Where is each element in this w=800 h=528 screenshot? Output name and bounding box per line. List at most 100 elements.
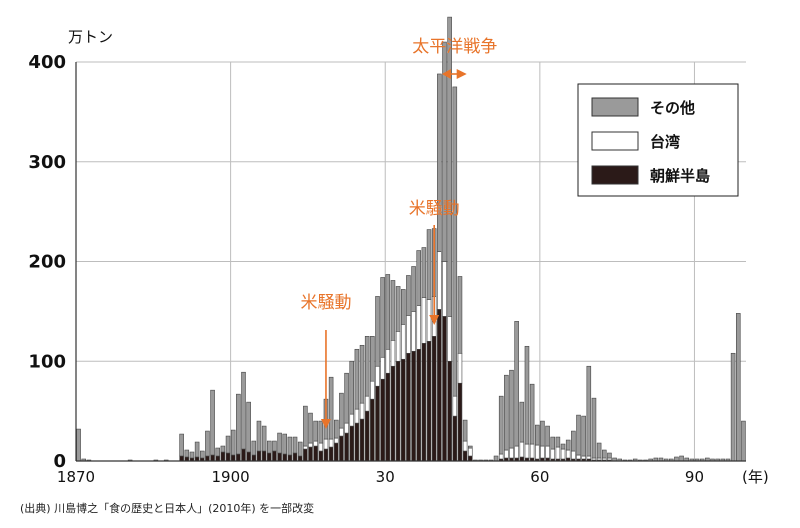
bar-other-1920 [333, 419, 339, 439]
bar-other-1946 [467, 445, 473, 449]
bar-other-1997 [730, 352, 736, 462]
bar-other-1925 [359, 344, 365, 404]
bar-other-1973 [607, 452, 612, 459]
bar-korea-1928 [375, 385, 380, 462]
bar-other-1960 [540, 420, 545, 447]
bar-other-1954 [509, 369, 514, 449]
legend-swatch-taiwan [591, 131, 639, 151]
bar-other-1962 [550, 436, 556, 450]
bar-other-1971 [596, 442, 602, 459]
bar-korea-1910 [282, 453, 288, 462]
bar-taiwan-1920 [333, 437, 339, 444]
bar-korea-1899 [225, 452, 231, 462]
bar-korea-1895 [205, 455, 210, 462]
bar-korea-1916 [313, 445, 318, 462]
bar-taiwan-1942 [447, 316, 452, 362]
bar-korea-1901 [236, 453, 241, 462]
bar-other-1972 [601, 449, 607, 459]
bar-taiwan-1923 [349, 413, 355, 427]
bar-other-1944 [457, 276, 463, 354]
bar-taiwan-1963 [555, 446, 561, 460]
bar-taiwan-1933 [400, 324, 406, 360]
bar-other-1941 [442, 41, 447, 262]
bar-korea-1890 [179, 455, 184, 462]
bar-taiwan-1960 [540, 445, 545, 459]
bar-korea-1937 [421, 342, 427, 462]
y-tick-label: 400 [28, 52, 66, 73]
bar-other-1898 [220, 445, 226, 453]
bar-korea-1930 [385, 372, 391, 462]
y-tick-label: 200 [28, 252, 66, 273]
bar-taiwan-1925 [359, 402, 365, 420]
bar-korea-1911 [287, 454, 293, 462]
bar-korea-1900 [230, 454, 236, 462]
bar-korea-1924 [354, 422, 360, 462]
bar-other-1965 [565, 439, 571, 451]
bar-taiwan-1944 [457, 352, 463, 384]
bar-other-1923 [349, 360, 355, 415]
bar-taiwan-1918 [323, 438, 329, 450]
bar-korea-1934 [406, 352, 411, 462]
bar-other-1952 [498, 395, 504, 455]
x-tick-label: 30 [376, 468, 395, 486]
gridlines [76, 61, 746, 461]
bar-other-1970 [591, 397, 597, 459]
bar-taiwan-1915 [308, 442, 313, 448]
bar-korea-1925 [359, 418, 365, 462]
bar-other-1957 [524, 345, 530, 445]
bar-other-1998 [735, 313, 741, 462]
bar-other-1930 [385, 274, 391, 350]
bar-korea-1913 [297, 455, 303, 462]
bar-other-1937 [421, 247, 427, 298]
bar-other-1934 [406, 275, 411, 316]
bar-other-1905 [256, 420, 262, 452]
bar-korea-1929 [380, 378, 385, 462]
bar-other-1964 [560, 443, 566, 450]
bar-korea-1906 [261, 450, 267, 462]
bar-other-1999 [741, 420, 746, 462]
legend-swatch-korea [591, 165, 639, 185]
bar-other-1927 [370, 336, 375, 382]
bar-other-1910 [282, 433, 288, 455]
bar-other-1916 [313, 420, 318, 442]
x-tick-label: 1870 [57, 468, 95, 486]
bar-taiwan-1916 [313, 440, 318, 447]
bar-other-1942 [447, 16, 452, 317]
bar-taiwan-1966 [571, 450, 576, 460]
bar-other-1951 [493, 455, 499, 462]
bar-other-1955 [514, 321, 519, 447]
bar-other-1909 [277, 432, 282, 454]
y-tick-label: 0 [53, 451, 66, 472]
x-tick-label: 1900 [212, 468, 250, 486]
y-tick-label: 300 [28, 152, 66, 173]
bar-other-1987 [679, 455, 684, 462]
legend-label-korea: 朝鮮半島 [650, 167, 710, 185]
bar-korea-1926 [364, 410, 370, 462]
bar-other-1966 [571, 430, 576, 452]
bar-taiwan-1967 [576, 454, 581, 460]
bar-taiwan-1930 [385, 348, 391, 374]
bar-taiwan-1962 [550, 448, 556, 460]
bar-taiwan-1917 [318, 442, 324, 452]
legend-label-other: その他 [650, 99, 695, 117]
bar-taiwan-1938 [426, 299, 432, 342]
y-tick-label: 100 [28, 351, 66, 372]
bar-other-1933 [400, 289, 406, 325]
bar-other-1893 [194, 441, 200, 458]
bar-korea-1897 [215, 455, 221, 462]
bar-taiwan-1924 [354, 408, 360, 424]
bar-taiwan-1921 [339, 427, 344, 437]
bar-other-1919 [328, 376, 334, 440]
bar-taiwan-1919 [328, 438, 334, 448]
bar-taiwan-1922 [344, 422, 349, 434]
bar-other-1903 [246, 401, 251, 453]
bar-korea-1915 [308, 446, 313, 462]
x-tick-label: 90 [685, 468, 704, 486]
annotation-label: 米騒動 [300, 293, 351, 313]
bar-other-1902 [241, 371, 246, 450]
y-axis-unit-label: 万トン [68, 28, 113, 46]
bar-korea-1946 [467, 455, 473, 462]
bar-taiwan-1946 [467, 447, 473, 457]
